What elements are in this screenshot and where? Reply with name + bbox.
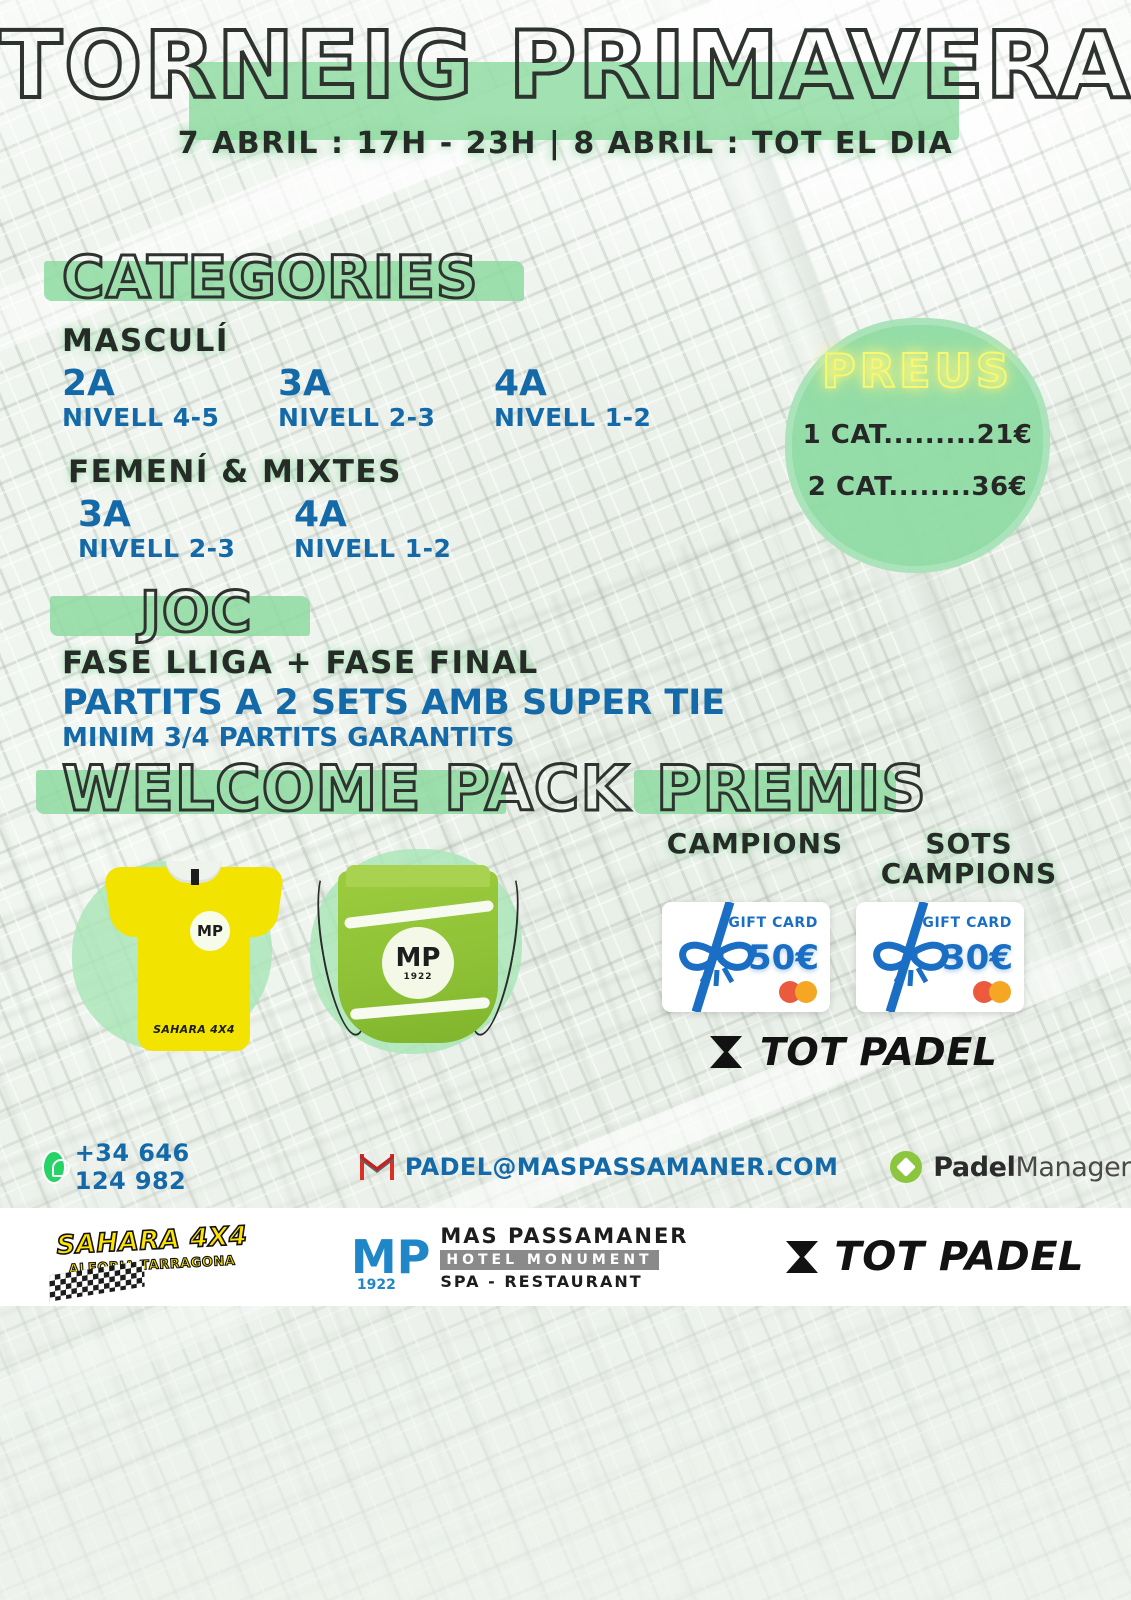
sponsor-strip: SAHARA 4X4 ALFORJA TARRAGONA MP 1922 MAS… bbox=[0, 1208, 1131, 1306]
category-item: 4A NIVELL 1-2 bbox=[494, 365, 710, 432]
contact-email-text: PADEL@MASPASSAMANER.COM bbox=[404, 1153, 839, 1181]
prize-label-line2: CAMPIONS bbox=[880, 856, 1058, 890]
mp-logo-mark: MP 1922 bbox=[350, 1230, 431, 1293]
contact-email[interactable]: PADEL@MASPASSAMANER.COM bbox=[359, 1153, 839, 1181]
category-row: 3A NIVELL 2-3 4A NIVELL 1-2 bbox=[68, 493, 710, 563]
tshirt-body bbox=[138, 867, 250, 1051]
prize-label-runners-up: SOTS CAMPIONS bbox=[862, 829, 1076, 888]
mp-line1: MAS PASSAMANER bbox=[440, 1223, 689, 1248]
category-level: NIVELL 4-5 bbox=[62, 402, 220, 432]
category-code: 3A bbox=[278, 363, 331, 404]
gift-cards-row: GIFT CARD 50€ GIFT CARD 30€ bbox=[648, 902, 1078, 1013]
padelmanager-icon bbox=[890, 1151, 923, 1183]
totpadel-wordmark: TOT PADEL bbox=[760, 1030, 998, 1075]
tshirt-sponsor-print: SAHARA 4X4 bbox=[153, 1023, 235, 1037]
padelmanager-bold: Padel bbox=[933, 1151, 1016, 1183]
categories-section: CATEGORIES MASCULÍ 2A NIVELL 4-5 3A NIVE… bbox=[44, 242, 710, 563]
mastercard-icon bbox=[973, 981, 1011, 1004]
mastercard-yellow-circle bbox=[795, 981, 817, 1004]
welcome-pack-items: MP SAHARA 4X4 MP 1922 bbox=[62, 839, 552, 1069]
page-title: TORNEIG PRIMAVERA bbox=[0, 12, 1131, 119]
joc-heading: JOC bbox=[50, 579, 725, 647]
totpadel-x-icon bbox=[710, 1036, 742, 1069]
mp-wordmark: MAS PASSAMANER HOTEL MONUMENT SPA - REST… bbox=[440, 1224, 688, 1291]
drawstring-bag-graphic: MP 1922 bbox=[307, 853, 529, 1049]
welcome-pack-section: WELCOME PACK MP SAHARA 4X4 bbox=[36, 751, 630, 1069]
bag-logo-initials: MP bbox=[395, 942, 441, 973]
joc-guarantee: MINIM 3/4 PARTITS GARANTITS bbox=[62, 723, 515, 753]
prizes-section: PREMIS CAMPIONS SOTS CAMPIONS GIFT CARD … bbox=[634, 751, 1078, 1074]
prizes-sponsor-totpadel: TOT PADEL bbox=[648, 1030, 1078, 1074]
mastercard-icon bbox=[779, 981, 817, 1004]
mastercard-yellow-circle bbox=[989, 981, 1011, 1004]
gift-ribbon-icon bbox=[873, 902, 949, 1013]
joc-match-format: PARTITS A 2 SETS AMB SUPER TIE bbox=[62, 683, 726, 723]
category-level: NIVELL 2-3 bbox=[78, 533, 236, 563]
joc-phases: FASE LLIGA + FASE FINAL bbox=[62, 645, 539, 681]
category-item: 2A NIVELL 4-5 bbox=[62, 365, 278, 432]
category-code: 3A bbox=[78, 493, 131, 535]
category-group-femeni-mixtes: FEMENÍ & MIXTES 3A NIVELL 2-3 4A NIVELL … bbox=[62, 454, 710, 563]
poster-header: TORNEIG PRIMAVERA 7 ABRIL : 17H - 23H | … bbox=[0, 12, 1131, 162]
whatsapp-icon bbox=[44, 1152, 70, 1182]
contact-phone: +34 646 124 982 bbox=[74, 1139, 190, 1195]
price-line: 1 CAT.........21€ bbox=[802, 420, 1033, 450]
gift-ribbon-icon bbox=[679, 902, 755, 1013]
sponsor-totpadel: TOT PADEL bbox=[782, 1234, 1084, 1280]
totpadel-x-icon bbox=[786, 1241, 819, 1273]
prize-labels-row: CAMPIONS SOTS CAMPIONS bbox=[648, 829, 1078, 888]
category-group-label: MASCULÍ bbox=[62, 323, 229, 359]
bag-mp-logo: MP 1922 bbox=[382, 927, 454, 999]
sponsor-mas-passamaner: MP 1922 MAS PASSAMANER HOTEL MONUMENT SP… bbox=[350, 1224, 689, 1293]
category-group-label: FEMENÍ & MIXTES bbox=[68, 453, 402, 490]
categories-heading: CATEGORIES bbox=[44, 242, 710, 313]
gift-card-30: GIFT CARD 30€ bbox=[856, 902, 1024, 1013]
category-code: 4A bbox=[294, 493, 347, 535]
title-row: TORNEIG PRIMAVERA bbox=[0, 12, 1131, 140]
category-row: 2A NIVELL 4-5 3A NIVELL 2-3 4A NIVELL 1-… bbox=[62, 365, 710, 432]
contact-bar: +34 646 124 982 PADEL@MASPASSAMANER.COM … bbox=[0, 1136, 1131, 1198]
prices-heading: PREUS bbox=[821, 343, 1014, 399]
category-item: 4A NIVELL 1-2 bbox=[294, 493, 510, 563]
event-dates: 7 ABRIL : 17H - 23H | 8 ABRIL : TOT EL D… bbox=[177, 126, 954, 162]
padelmanager-light: Manager bbox=[1015, 1151, 1131, 1183]
mp-logo-year: 1922 bbox=[356, 1277, 396, 1293]
welcome-pack-heading: WELCOME PACK bbox=[36, 751, 630, 827]
totpadel-wordmark: TOT PADEL bbox=[834, 1234, 1085, 1280]
category-item: 3A NIVELL 2-3 bbox=[78, 493, 294, 563]
tshirt-graphic: MP SAHARA 4X4 bbox=[103, 845, 285, 1051]
prices-badge: PREUS 1 CAT.........21€ 2 CAT........36€ bbox=[785, 318, 1050, 573]
gift-card-amount: 50€ bbox=[748, 938, 819, 979]
price-line: 2 CAT........36€ bbox=[807, 472, 1028, 502]
game-format-section: JOC FASE LLIGA + FASE FINAL PARTITS A 2 … bbox=[50, 579, 726, 753]
gift-card-50: GIFT CARD 50€ bbox=[662, 902, 830, 1013]
category-level: NIVELL 1-2 bbox=[494, 402, 652, 432]
mp-line3: SPA - RESTAURANT bbox=[440, 1271, 643, 1291]
sponsor-sahara4x4: SAHARA 4X4 ALFORJA TARRAGONA bbox=[47, 1220, 257, 1302]
gift-card-amount: 30€ bbox=[942, 938, 1013, 979]
category-level: NIVELL 1-2 bbox=[294, 533, 452, 563]
prize-label-line1: SOTS bbox=[925, 827, 1013, 860]
category-level: NIVELL 2-3 bbox=[278, 402, 436, 432]
contact-whatsapp[interactable]: +34 646 124 982 bbox=[44, 1139, 230, 1195]
padelmanager-wordmark: PadelManager bbox=[933, 1152, 1131, 1183]
tshirt-tag bbox=[191, 869, 199, 885]
category-item: 3A NIVELL 2-3 bbox=[278, 365, 494, 432]
bag-logo-year: 1922 bbox=[403, 971, 433, 982]
prizes-heading: PREMIS bbox=[634, 751, 1078, 827]
category-code: 4A bbox=[494, 363, 547, 404]
bag-top-hem bbox=[346, 865, 490, 887]
gift-card-label: GIFT CARD bbox=[922, 915, 1012, 932]
contact-padelmanager[interactable]: PadelManager bbox=[890, 1151, 1131, 1183]
mp-line2: HOTEL MONUMENT bbox=[440, 1249, 659, 1270]
category-code: 2A bbox=[62, 363, 115, 404]
gmail-icon bbox=[359, 1154, 394, 1180]
prize-label-champions: CAMPIONS bbox=[666, 827, 844, 860]
tshirt-mp-logo: MP bbox=[190, 911, 230, 951]
gift-card-label: GIFT CARD bbox=[728, 915, 818, 932]
category-group-masculi: MASCULÍ 2A NIVELL 4-5 3A NIVELL 2-3 4A N… bbox=[62, 323, 710, 432]
